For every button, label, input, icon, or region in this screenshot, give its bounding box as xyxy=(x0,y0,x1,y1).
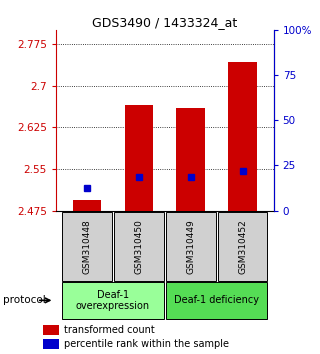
Text: GSM310449: GSM310449 xyxy=(186,219,195,274)
Title: GDS3490 / 1433324_at: GDS3490 / 1433324_at xyxy=(92,16,237,29)
Bar xyxy=(43,325,59,335)
Text: Deaf-1 deficiency: Deaf-1 deficiency xyxy=(174,295,259,306)
Bar xyxy=(43,339,59,349)
Bar xyxy=(218,212,268,281)
Bar xyxy=(114,212,164,281)
Text: GSM310452: GSM310452 xyxy=(238,219,247,274)
Bar xyxy=(176,108,205,211)
Bar xyxy=(125,105,153,211)
Text: transformed count: transformed count xyxy=(64,325,155,335)
Bar xyxy=(62,212,112,281)
Text: percentile rank within the sample: percentile rank within the sample xyxy=(64,339,229,349)
Bar xyxy=(62,282,164,319)
Text: protocol: protocol xyxy=(3,295,46,306)
Text: Deaf-1
overexpression: Deaf-1 overexpression xyxy=(76,290,150,311)
Text: GSM310450: GSM310450 xyxy=(134,219,143,274)
Bar xyxy=(166,282,268,319)
Bar xyxy=(73,200,101,211)
Bar xyxy=(228,62,257,211)
Bar xyxy=(166,212,216,281)
Text: GSM310448: GSM310448 xyxy=(83,219,92,274)
